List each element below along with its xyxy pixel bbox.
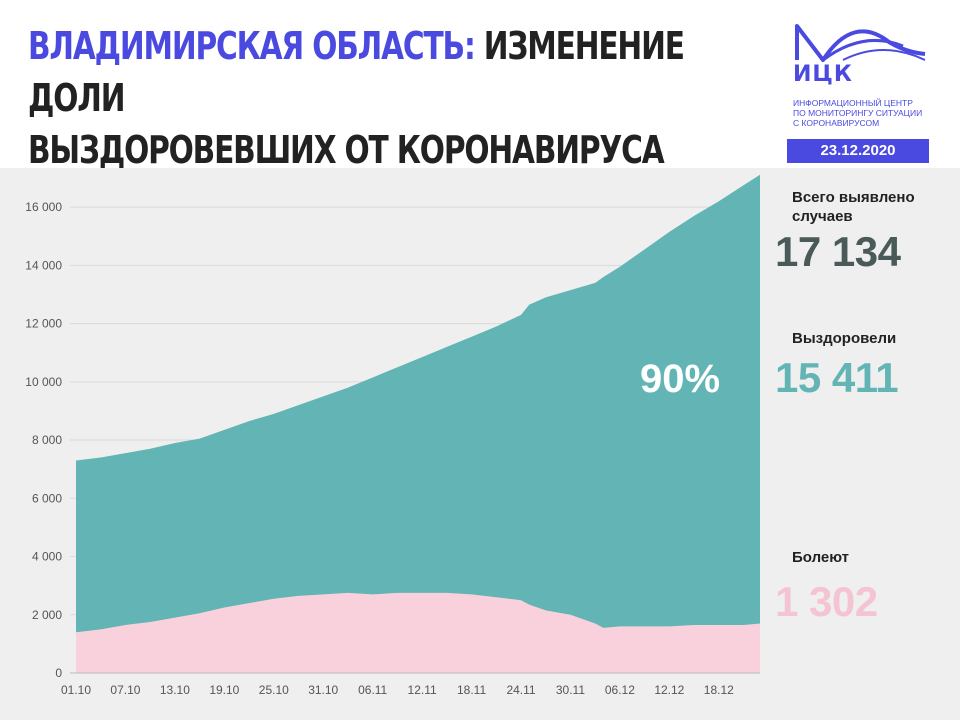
total-label: Всего выявлено случаев [792, 188, 915, 226]
logo-subtitle-line: С КОРОНАВИРУСОМ [793, 118, 880, 128]
y-tick-label: 10 000 [25, 375, 62, 389]
logo-mountain-icon [795, 24, 926, 62]
y-tick-label: 4 000 [32, 550, 62, 564]
y-tick-label: 14 000 [25, 258, 62, 272]
x-tick-label: 07.10 [110, 683, 140, 697]
logo-subtitle-line: ПО МОНИТОРИНГУ СИТУАЦИИ [793, 108, 923, 118]
x-tick-label: 25.10 [259, 683, 289, 697]
total-label-line: случаев [792, 208, 853, 225]
total-value: 17 134 [775, 228, 901, 275]
chart-panel: 0 2 000 4 000 6 000 8 000 10 000 12 000 14 000 1… [0, 168, 960, 720]
date-badge: 23.12.2020 [787, 139, 929, 163]
x-tick-label: 12.12 [654, 683, 684, 697]
title-line-1: ВЛАДИМИРСКАЯ ОБЛАСТЬ: ИЗМЕНЕНИЕ ДОЛИ [28, 20, 714, 124]
recovered-label: Выздоровели [792, 330, 897, 347]
percent-annotation: 90% [640, 357, 720, 401]
y-tick-label: 16 000 [25, 200, 62, 214]
logo-subtitle-line: ИНФОРМАЦИОННЫЙ ЦЕНТР [793, 98, 913, 108]
y-tick-label: 12 000 [25, 317, 62, 331]
total-label-line: Всего выявлено [792, 189, 915, 206]
y-tick-label: 2 000 [32, 608, 62, 622]
x-tick-label: 19.10 [209, 683, 239, 697]
header: ВЛАДИМИРСКАЯ ОБЛАСТЬ: ИЗМЕНЕНИЕ ДОЛИ ВЫЗ… [0, 0, 960, 172]
title-rest: ИЗМЕНЕНИЕ ДОЛИ [28, 24, 685, 120]
logo: ИЦК ИНФОРМАЦИОННЫЙ ЦЕНТР ПО МОНИТОРИНГУ … [793, 22, 933, 128]
series-sick-area [76, 592, 760, 673]
y-tick-label: 0 [55, 666, 62, 680]
x-tick-label: 18.12 [704, 683, 734, 697]
logo-name: ИЦК [793, 62, 853, 87]
y-tick-label: 8 000 [32, 433, 62, 447]
x-tick-label: 06.12 [605, 683, 635, 697]
x-tick-label: 31.10 [308, 683, 338, 697]
page-title: ВЛАДИМИРСКАЯ ОБЛАСТЬ: ИЗМЕНЕНИЕ ДОЛИ ВЫЗ… [28, 20, 714, 176]
x-tick-label: 13.10 [160, 683, 190, 697]
title-line-2: ВЫЗДОРОВЕВШИХ ОТ КОРОНАВИРУСА [28, 128, 665, 172]
series-recovered-area [76, 174, 760, 673]
x-tick-label: 12.11 [408, 683, 437, 697]
sick-label: Болеют [792, 549, 850, 566]
sick-value: 1 302 [775, 578, 878, 625]
x-tick-label: 01.10 [61, 683, 91, 697]
x-tick-label: 30.11 [556, 683, 585, 697]
x-tick-label: 24.11 [506, 683, 535, 697]
y-tick-label: 6 000 [32, 491, 62, 505]
recovered-value: 15 411 [775, 354, 899, 401]
x-tick-label: 18.11 [457, 683, 486, 697]
x-tick-label: 06.11 [358, 683, 387, 697]
logo-subtitle: ИНФОРМАЦИОННЫЙ ЦЕНТР ПО МОНИТОРИНГУ СИТУ… [793, 98, 953, 128]
area-chart: 0 2 000 4 000 6 000 8 000 10 000 12 000 14 000 1… [25, 174, 760, 697]
title-region: ВЛАДИМИРСКАЯ ОБЛАСТЬ: [28, 24, 476, 68]
